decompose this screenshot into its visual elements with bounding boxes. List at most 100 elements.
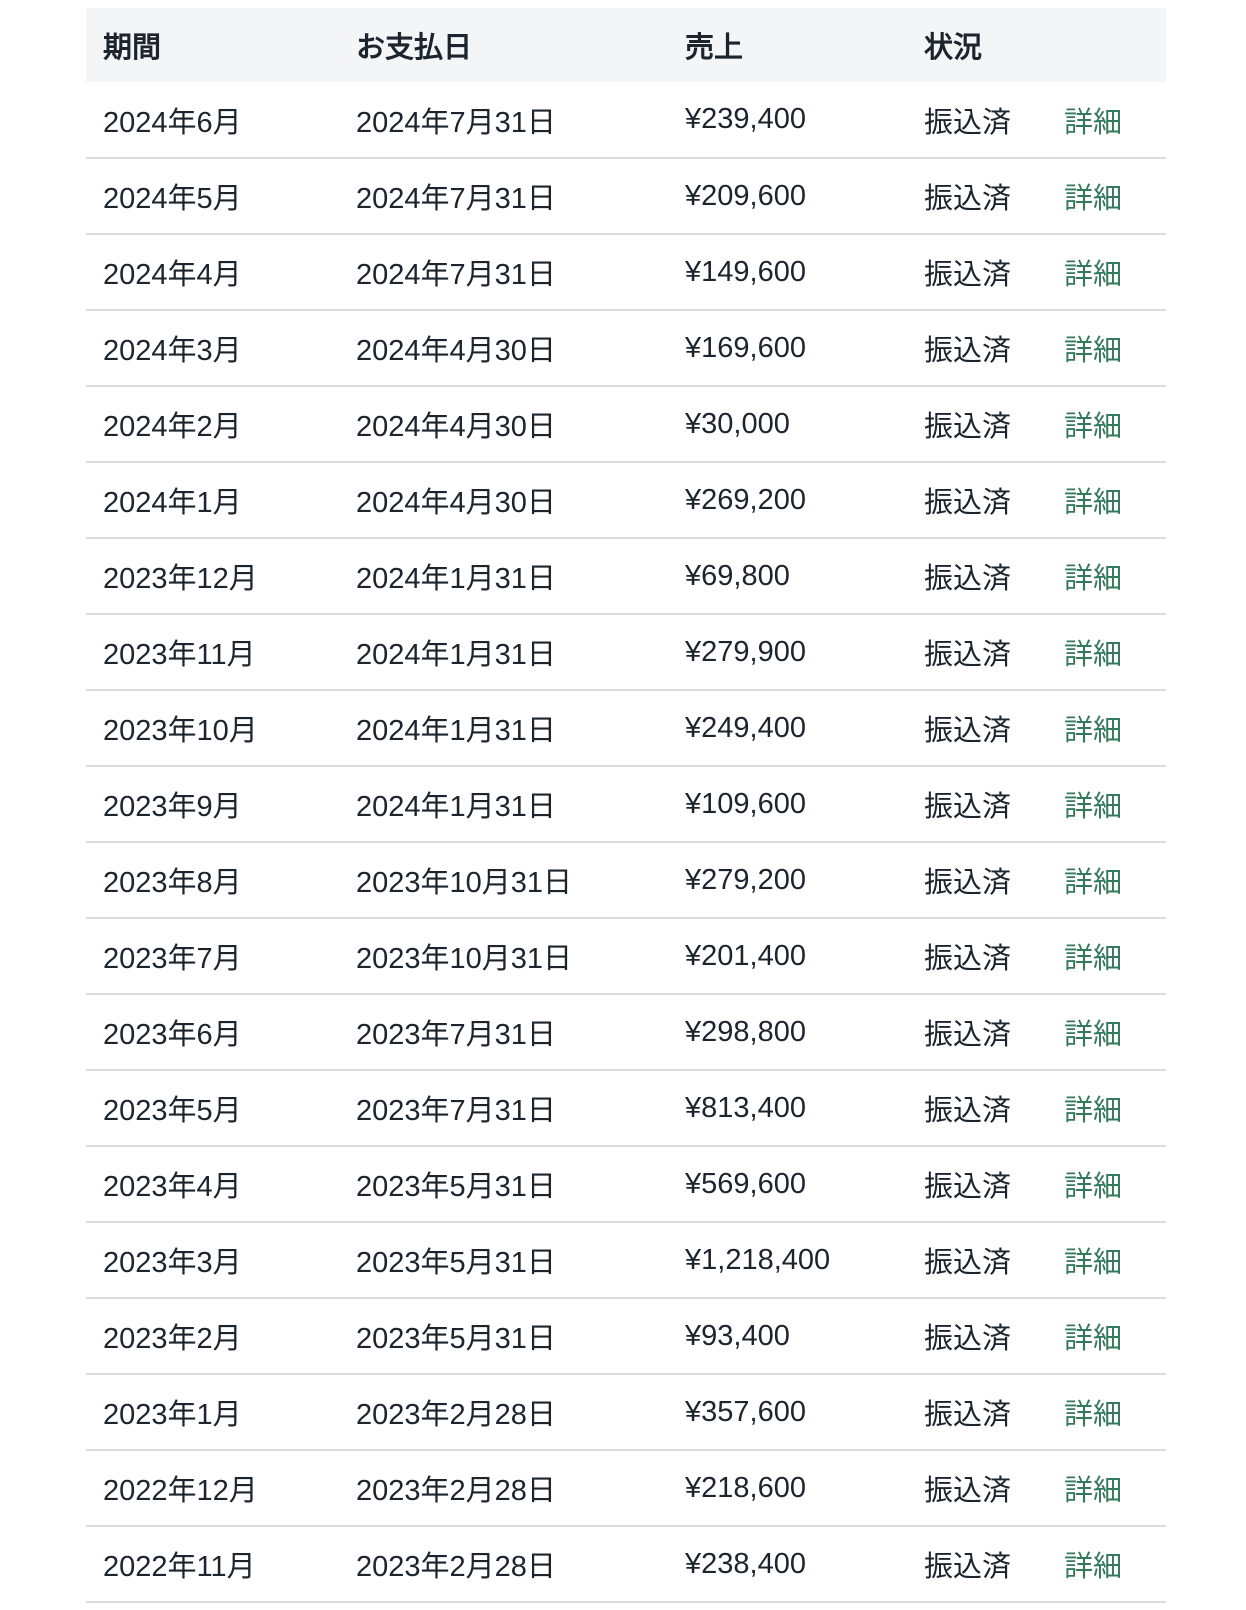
table-row: 2023年5月 2023年7月31日 ¥813,400 振込済 詳細 [86,1070,1166,1147]
cell-amount: ¥569,600 [668,1146,907,1223]
status-text: 振込済 [924,1019,1012,1051]
cell-details: 詳細 [1047,234,1166,311]
cell-status: 振込済 [907,538,1047,615]
cell-payment-date: 2024年1月31日 [339,614,668,691]
table-row: 2023年7月 2023年10月31日 ¥201,400 振込済 詳細 [86,918,1166,995]
cell-payment-date: 2024年4月30日 [339,386,668,463]
cell-details: 詳細 [1047,842,1166,919]
details-link[interactable]: 詳細 [1064,1019,1123,1051]
details-link[interactable]: 詳細 [1064,1475,1123,1507]
status-text: 振込済 [924,639,1012,671]
table-row: 2024年6月 2024年7月31日 ¥239,400 振込済 詳細 [86,82,1166,159]
cell-payment-date: 2023年2月28日 [339,1526,668,1603]
cell-amount: ¥279,200 [668,842,907,919]
details-link[interactable]: 詳細 [1064,335,1123,367]
cell-amount: ¥109,600 [668,766,907,843]
table-row: 2023年9月 2024年1月31日 ¥109,600 振込済 詳細 [86,766,1166,843]
cell-payment-date: 2023年2月28日 [339,1374,668,1451]
table-row: 2024年5月 2024年7月31日 ¥209,600 振込済 詳細 [86,158,1166,235]
cell-status: 振込済 [907,386,1047,463]
cell-period: 2023年7月 [86,918,339,995]
cell-period: 2023年11月 [86,614,339,691]
table-row: 2023年2月 2023年5月31日 ¥93,400 振込済 詳細 [86,1298,1166,1375]
details-link[interactable]: 詳細 [1064,639,1123,671]
status-text: 振込済 [924,1095,1012,1127]
table-row: 2023年6月 2023年7月31日 ¥298,800 振込済 詳細 [86,994,1166,1071]
status-text: 振込済 [924,791,1012,823]
cell-status: 振込済 [907,1526,1047,1603]
cell-status: 振込済 [907,158,1047,235]
cell-payment-date: 2024年1月31日 [339,690,668,767]
status-text: 振込済 [924,183,1012,215]
details-link[interactable]: 詳細 [1064,1247,1123,1279]
details-link[interactable]: 詳細 [1064,1323,1123,1355]
cell-amount: ¥30,000 [668,386,907,463]
cell-payment-date: 2023年10月31日 [339,842,668,919]
table-row: 2024年3月 2024年4月30日 ¥169,600 振込済 詳細 [86,310,1166,387]
details-link[interactable]: 詳細 [1064,1399,1123,1431]
details-link[interactable]: 詳細 [1064,943,1123,975]
details-link[interactable]: 詳細 [1064,1551,1123,1583]
details-link[interactable]: 詳細 [1064,1171,1123,1203]
details-link[interactable]: 詳細 [1064,411,1123,443]
cell-status: 振込済 [907,918,1047,995]
cell-payment-date: 2023年5月31日 [339,1146,668,1223]
cell-period: 2022年12月 [86,1450,339,1527]
cell-details: 詳細 [1047,1526,1166,1603]
details-link[interactable]: 詳細 [1064,183,1123,215]
table-body: 2024年6月 2024年7月31日 ¥239,400 振込済 詳細 2024年… [86,82,1166,1603]
details-link[interactable]: 詳細 [1064,106,1123,139]
cell-payment-date: 2024年1月31日 [339,538,668,615]
cell-period: 2023年6月 [86,994,339,1071]
status-text: 振込済 [924,1475,1012,1507]
details-link[interactable]: 詳細 [1064,715,1123,747]
cell-amount: ¥357,600 [668,1374,907,1451]
status-text: 振込済 [924,563,1012,595]
cell-amount: ¥93,400 [668,1298,907,1375]
details-link[interactable]: 詳細 [1064,259,1123,291]
status-text: 振込済 [924,106,1012,139]
cell-amount: ¥298,800 [668,994,907,1071]
cell-details: 詳細 [1047,310,1166,387]
details-link[interactable]: 詳細 [1064,563,1123,595]
status-text: 振込済 [924,1551,1012,1583]
table-row: 2023年3月 2023年5月31日 ¥1,218,400 振込済 詳細 [86,1222,1166,1299]
cell-period: 2023年9月 [86,766,339,843]
cell-payment-date: 2024年7月31日 [339,158,668,235]
cell-details: 詳細 [1047,994,1166,1071]
cell-payment-date: 2024年1月31日 [339,766,668,843]
cell-details: 詳細 [1047,1070,1166,1147]
details-link[interactable]: 詳細 [1064,1095,1123,1127]
details-link[interactable]: 詳細 [1064,791,1123,823]
details-link[interactable]: 詳細 [1064,487,1123,519]
table-row: 2024年1月 2024年4月30日 ¥269,200 振込済 詳細 [86,462,1166,539]
cell-period: 2024年3月 [86,310,339,387]
cell-period: 2023年5月 [86,1070,339,1147]
cell-status: 振込済 [907,994,1047,1071]
details-link[interactable]: 詳細 [1064,867,1123,899]
cell-period: 2023年2月 [86,1298,339,1375]
cell-amount: ¥218,600 [668,1450,907,1527]
cell-amount: ¥279,900 [668,614,907,691]
cell-details: 詳細 [1047,1450,1166,1527]
table-header-row: 期間 お支払日 売上 状況 [86,8,1166,82]
table-row: 2023年4月 2023年5月31日 ¥569,600 振込済 詳細 [86,1146,1166,1223]
cell-amount: ¥169,600 [668,310,907,387]
status-text: 振込済 [924,1323,1012,1355]
column-header-payment-date: お支払日 [339,8,668,82]
cell-period: 2024年6月 [86,82,339,159]
table-row: 2022年12月 2023年2月28日 ¥218,600 振込済 詳細 [86,1450,1166,1527]
cell-period: 2023年4月 [86,1146,339,1223]
column-header-details [1047,8,1166,82]
cell-details: 詳細 [1047,82,1166,159]
cell-status: 振込済 [907,82,1047,159]
payout-table: 期間 お支払日 売上 状況 2024年6月 2024年7月31日 ¥239,40… [86,8,1166,1603]
cell-amount: ¥238,400 [668,1526,907,1603]
cell-payment-date: 2024年4月30日 [339,310,668,387]
cell-status: 振込済 [907,842,1047,919]
cell-payment-date: 2024年7月31日 [339,234,668,311]
cell-details: 詳細 [1047,766,1166,843]
cell-amount: ¥239,400 [668,82,907,159]
cell-details: 詳細 [1047,1222,1166,1299]
table-header: 期間 お支払日 売上 状況 [86,8,1166,82]
